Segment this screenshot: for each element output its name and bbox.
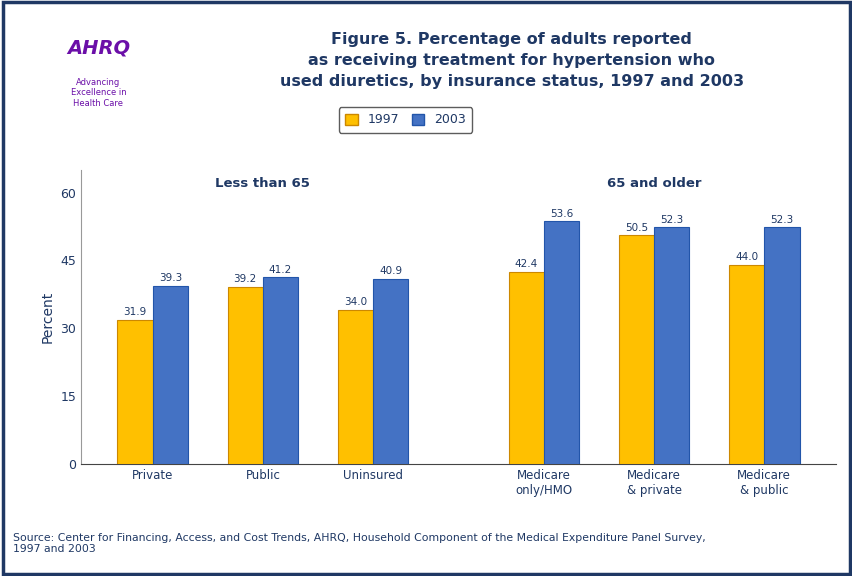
Text: AHRQ: AHRQ bbox=[66, 39, 130, 58]
Bar bbox=[337, 310, 372, 464]
Text: 41.2: 41.2 bbox=[268, 265, 291, 275]
Bar bbox=[153, 286, 187, 464]
Bar bbox=[227, 286, 262, 464]
Text: Figure 5. Percentage of adults reported
as receiving treatment for hypertension : Figure 5. Percentage of adults reported … bbox=[279, 32, 743, 89]
Bar bbox=[544, 221, 579, 464]
Legend: 1997, 2003: 1997, 2003 bbox=[338, 107, 472, 132]
Bar bbox=[508, 272, 544, 464]
Bar bbox=[262, 278, 298, 464]
Text: 39.2: 39.2 bbox=[233, 274, 256, 284]
Bar bbox=[372, 279, 408, 464]
Text: 52.3: 52.3 bbox=[769, 215, 792, 225]
Text: 31.9: 31.9 bbox=[124, 307, 147, 317]
Text: 50.5: 50.5 bbox=[625, 223, 648, 233]
Bar bbox=[763, 228, 798, 464]
Text: 44.0: 44.0 bbox=[734, 252, 757, 262]
Text: 53.6: 53.6 bbox=[550, 209, 573, 219]
Text: 65 and older: 65 and older bbox=[606, 177, 700, 190]
Text: Source: Center for Financing, Access, and Cost Trends, AHRQ, Household Component: Source: Center for Financing, Access, an… bbox=[13, 533, 705, 554]
Text: 40.9: 40.9 bbox=[378, 266, 402, 276]
Text: 34.0: 34.0 bbox=[343, 297, 366, 308]
Bar bbox=[728, 265, 763, 464]
Text: Less than 65: Less than 65 bbox=[216, 177, 310, 190]
Text: 52.3: 52.3 bbox=[659, 215, 682, 225]
Text: 42.4: 42.4 bbox=[514, 259, 538, 270]
Text: Advancing
Excellence in
Health Care: Advancing Excellence in Health Care bbox=[71, 78, 126, 108]
Bar bbox=[653, 228, 688, 464]
Bar bbox=[618, 236, 653, 464]
Text: 39.3: 39.3 bbox=[158, 274, 181, 283]
Y-axis label: Percent: Percent bbox=[41, 291, 55, 343]
Bar bbox=[118, 320, 153, 464]
